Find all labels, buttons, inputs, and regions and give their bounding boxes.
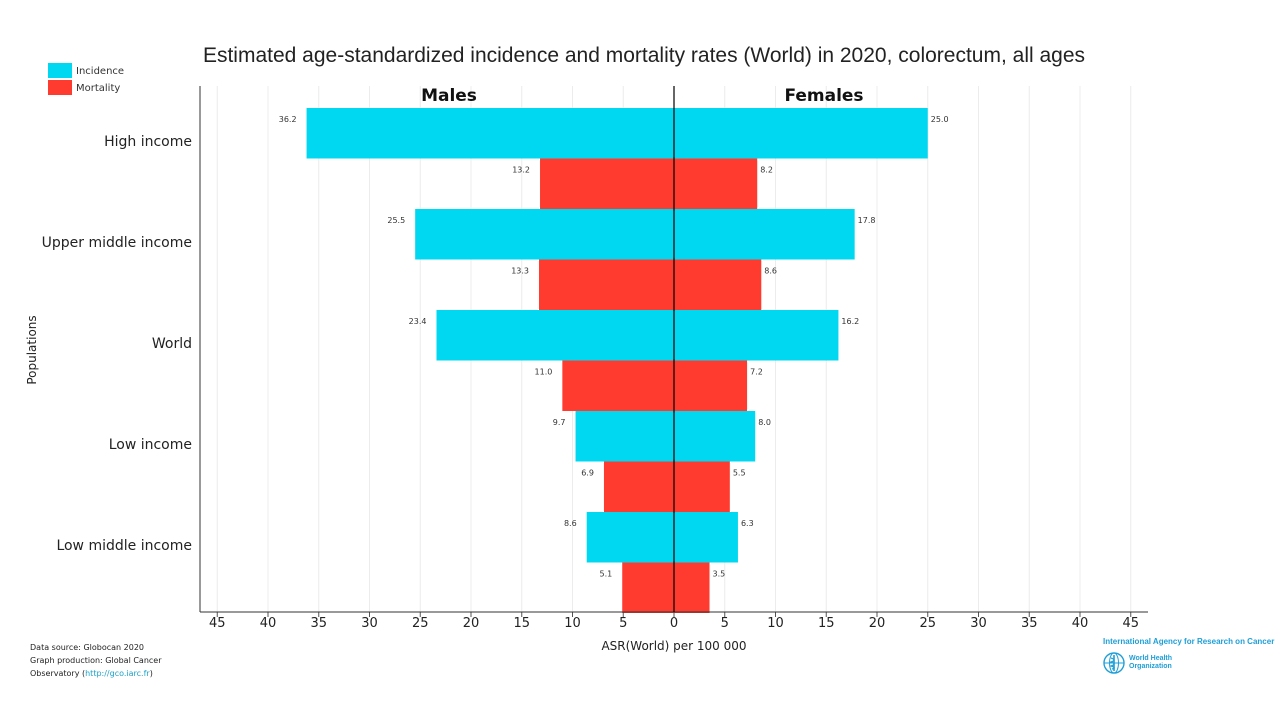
bar-females-mortality: [674, 562, 710, 613]
bar-males-mortality: [540, 158, 674, 209]
value-label-females: 8.2: [760, 166, 773, 175]
grid-lines: [216, 86, 1132, 612]
value-label-males: 5.1: [600, 570, 613, 579]
y-axis-title: Populations: [25, 315, 39, 384]
source-line-2: Graph production: Global Cancer: [30, 656, 162, 665]
value-labels: 36.2 25.0 13.2 8.2 25.5 17.8 13.3 8.6 23.4 16.2 11…: [279, 115, 949, 579]
value-label-females: 17.8: [858, 216, 876, 225]
value-label-females: 3.5: [713, 570, 726, 579]
source-line-3-suffix: ): [149, 669, 153, 678]
category-label: World: [152, 336, 192, 352]
bar-females-incidence: [674, 512, 738, 563]
data-source-note: Data source: Globocan 2020 Graph product…: [30, 641, 162, 680]
x-tick-label: 45: [209, 616, 226, 631]
x-tick-label: 10: [564, 616, 581, 631]
value-label-males: 36.2: [279, 115, 297, 124]
bar-females-mortality: [674, 259, 762, 310]
bar-females-incidence: [674, 108, 928, 159]
source-line-1: Data source: Globocan 2020: [30, 643, 145, 652]
x-tick-label: 40: [260, 616, 277, 631]
x-tick-label: 0: [670, 616, 678, 631]
value-label-males: 13.2: [512, 166, 530, 175]
category-label: Upper middle income: [42, 235, 192, 251]
x-axis-title: ASR(World) per 100 000: [601, 639, 746, 653]
bar-females-incidence: [674, 209, 855, 260]
bar-females-mortality: [674, 461, 730, 512]
value-label-females: 8.6: [764, 267, 777, 276]
who-logo-text: World Health Organization: [1129, 655, 1189, 671]
x-tick-label: 5: [619, 616, 627, 631]
bar-males-incidence: [575, 411, 674, 462]
bar-males-mortality: [539, 259, 674, 310]
x-tick-label: 45: [1122, 616, 1139, 631]
value-label-females: 25.0: [931, 115, 949, 124]
x-tick-label: 25: [412, 616, 429, 631]
x-tick-label: 25: [919, 616, 936, 631]
x-tick-label: 35: [310, 616, 327, 631]
who-logo: World Health Organization: [1103, 652, 1263, 674]
x-tick-label: 35: [1021, 616, 1038, 631]
category-label: Low middle income: [56, 538, 192, 554]
males-side-label: Males: [421, 86, 477, 106]
value-label-males: 23.4: [409, 317, 427, 326]
legend-label-incidence: Incidence: [76, 66, 124, 77]
value-label-females: 16.2: [841, 317, 859, 326]
who-line-2: Organization: [1129, 663, 1172, 670]
who-line-1: World Health: [1129, 655, 1173, 662]
value-label-males: 25.5: [387, 216, 405, 225]
value-label-males: 8.6: [564, 519, 577, 528]
legend: Incidence Mortality: [48, 63, 124, 95]
value-label-females: 7.2: [750, 368, 763, 377]
x-tick-label: 30: [970, 616, 987, 631]
x-tick-label: 5: [721, 616, 729, 631]
value-label-males: 6.9: [581, 469, 594, 478]
who-emblem-icon: [1103, 652, 1125, 674]
source-line-3: Observatory (http://gco.iarc.fr): [30, 667, 162, 680]
bars: [306, 108, 928, 613]
x-tick-label: 15: [513, 616, 530, 631]
value-label-males: 13.3: [511, 267, 529, 276]
value-label-females: 8.0: [758, 418, 771, 427]
category-label: High income: [104, 134, 192, 150]
x-tick-label: 10: [767, 616, 784, 631]
iarc-logo-text: International Agency for Research on Can…: [1103, 637, 1275, 646]
x-tick-label: 30: [361, 616, 378, 631]
gco-link[interactable]: http://gco.iarc.fr: [85, 669, 150, 678]
legend-swatch-incidence: [48, 63, 72, 78]
axes: 0 5 5 10 10 15 15 20 20 25 25 30 30 35 35 40 40 45 45 High …: [42, 86, 1148, 631]
bar-males-mortality: [562, 360, 674, 411]
x-tick-label: 40: [1072, 616, 1089, 631]
bar-females-mortality: [674, 360, 748, 411]
iarc-who-logo: International Agency for Research on Can…: [1103, 637, 1275, 674]
chart-title: Estimated age-standardized incidence and…: [203, 44, 1085, 67]
bar-males-mortality: [622, 562, 674, 613]
value-label-females: 6.3: [741, 519, 754, 528]
x-tick-label: 20: [463, 616, 480, 631]
bar-males-mortality: [603, 461, 674, 512]
x-tick-label: 15: [818, 616, 835, 631]
legend-label-mortality: Mortality: [76, 83, 120, 94]
x-tick-label: 20: [869, 616, 886, 631]
value-label-males: 9.7: [553, 418, 566, 427]
bar-females-mortality: [674, 158, 758, 209]
value-label-males: 11.0: [535, 368, 553, 377]
value-label-females: 5.5: [733, 469, 746, 478]
bar-males-incidence: [586, 512, 674, 563]
source-line-3-prefix: Observatory (: [30, 669, 86, 678]
bar-males-incidence: [436, 310, 674, 361]
females-side-label: Females: [784, 86, 863, 106]
category-label: Low income: [109, 437, 192, 453]
bar-males-incidence: [306, 108, 674, 159]
bar-males-incidence: [415, 209, 674, 260]
bar-females-incidence: [674, 310, 839, 361]
bar-females-incidence: [674, 411, 756, 462]
legend-swatch-mortality: [48, 80, 72, 95]
